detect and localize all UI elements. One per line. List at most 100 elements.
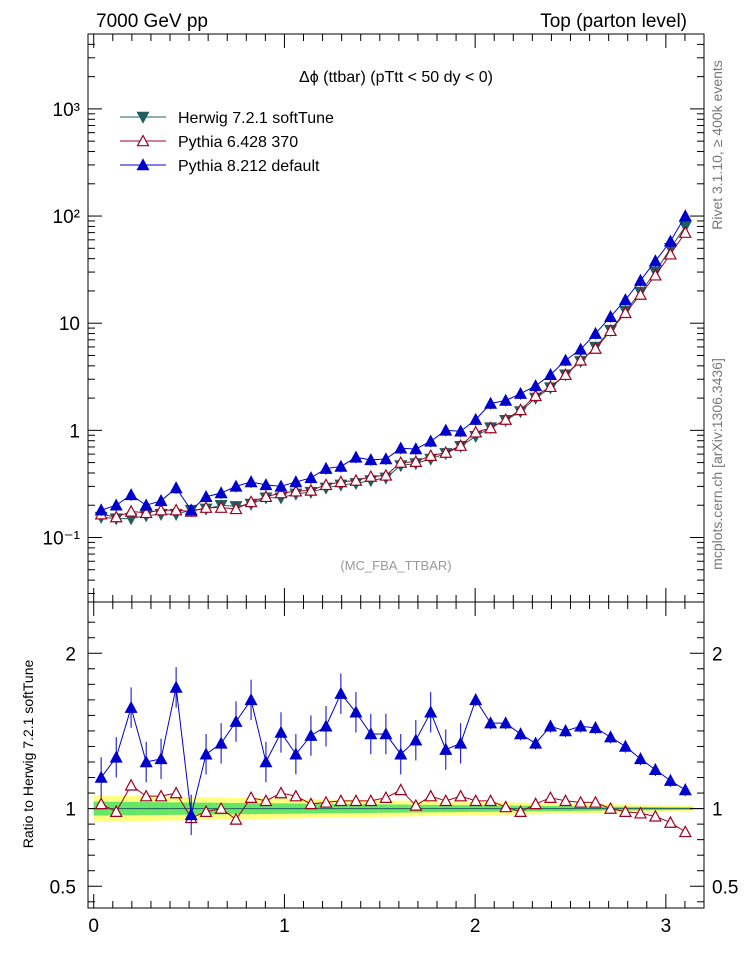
data-point-pythia-8-212-default	[274, 479, 288, 492]
data-point-pythia-8-212-default	[349, 450, 363, 463]
ratio-point-pythia-8-212-default	[454, 736, 468, 749]
data-point-pythia-8-212-default	[244, 475, 258, 488]
y-tick-label: 10	[59, 314, 80, 335]
data-point-pythia-6-428-370	[154, 503, 168, 516]
data-point-pythia-6-428-370	[139, 506, 153, 519]
data-point-pythia-8-212-default	[439, 423, 453, 436]
data-point-pythia-8-212-default	[604, 309, 618, 322]
rivet-label: Rivet 3.1.10, ≥ 400k events	[709, 60, 725, 230]
data-point-pythia-6-428-370	[394, 455, 408, 468]
ratio-point-pythia-6-428-370	[588, 795, 602, 808]
data-point-pythia-6-428-370	[648, 268, 662, 281]
data-point-pythia-6-428-370	[543, 380, 557, 393]
ratio-point-pythia-8-212-default	[139, 755, 153, 768]
series-line-herwig-7-2-1-softtune	[101, 226, 686, 520]
data-point-pythia-8-212-default	[663, 234, 677, 247]
legend-label-pythia-6-428-370: Pythia 6.428 370	[178, 134, 298, 151]
x-tick-label: 2	[470, 916, 481, 937]
data-point-pythia-8-212-default	[574, 342, 588, 355]
ratio-point-pythia-8-212-default	[94, 770, 108, 783]
data-point-pythia-8-212-default	[588, 326, 602, 339]
ratio-point-pythia-8-212-default	[394, 747, 408, 760]
data-point-pythia-6-428-370	[618, 306, 632, 319]
ratio-point-pythia-6-428-370	[364, 794, 378, 807]
ratio-point-pythia-6-428-370	[633, 806, 647, 819]
legend-marker-pythia-6-428-370	[136, 134, 150, 147]
ratio-point-pythia-8-212-default	[604, 730, 618, 743]
data-point-pythia-8-212-default	[124, 488, 138, 501]
ratio-point-pythia-8-212-default	[229, 714, 243, 727]
ratio-panel: 0 1 2 3 0.5 0.5 1 1 2 2	[50, 601, 738, 937]
ratio-point-pythia-6-428-370	[289, 789, 303, 802]
data-point-pythia-6-428-370	[514, 403, 528, 416]
ratio-point-pythia-8-212-default	[439, 742, 453, 755]
ratio-point-pythia-8-212-default	[304, 728, 318, 741]
ratio-point-pythia-6-428-370	[214, 801, 228, 814]
data-point-pythia-8-212-default	[633, 273, 647, 286]
ratio-point-pythia-6-428-370	[244, 790, 258, 803]
ratio-y-tick-label: 2	[65, 644, 76, 665]
ratio-point-pythia-8-212-default	[648, 762, 662, 776]
ratio-point-pythia-8-212-default	[543, 719, 557, 732]
ratio-y-tick-label-right: 1	[712, 800, 723, 821]
data-point-pythia-8-212-default	[94, 503, 108, 516]
data-point-pythia-8-212-default	[529, 379, 543, 392]
ratio-point-pythia-6-428-370	[618, 804, 632, 817]
data-point-pythia-8-212-default	[424, 434, 438, 447]
watermark: (MC_FBA_TTBAR)	[340, 558, 451, 573]
data-point-pythia-8-212-default	[289, 475, 303, 488]
data-point-pythia-8-212-default	[499, 393, 513, 406]
legend-marker-herwig-7-2-1-softtune	[136, 111, 150, 124]
data-point-pythia-8-212-default	[394, 441, 408, 454]
data-point-pythia-6-428-370	[274, 486, 288, 499]
data-point-pythia-8-212-default	[559, 353, 573, 366]
ratio-point-pythia-8-212-default	[259, 755, 273, 768]
data-point-pythia-6-428-370	[229, 502, 243, 515]
ratio-point-pythia-8-212-default	[663, 773, 677, 786]
data-point-pythia-8-212-default	[139, 498, 153, 511]
ratio-point-pythia-8-212-default	[319, 719, 333, 732]
ratio-point-pythia-6-428-370	[94, 797, 108, 810]
ratio-point-pythia-8-212-default	[184, 808, 198, 821]
legend-label-pythia-8-212-default: Pythia 8.212 default	[178, 158, 320, 175]
ratio-point-pythia-8-212-default	[109, 750, 123, 763]
data-point-pythia-6-428-370	[334, 475, 348, 488]
y-tick-label: 10³	[53, 100, 80, 121]
data-point-pythia-8-212-default	[379, 452, 393, 465]
data-point-pythia-6-428-370	[304, 483, 318, 496]
data-point-pythia-6-428-370	[559, 368, 573, 381]
data-point-pythia-6-428-370	[529, 389, 543, 402]
ratio-y-tick-label-right: 0.5	[712, 877, 738, 898]
ratio-point-pythia-6-428-370	[604, 801, 618, 814]
ratio-point-pythia-6-428-370	[379, 790, 393, 803]
data-point-pythia-8-212-default	[259, 478, 273, 491]
data-point-pythia-8-212-default	[469, 412, 483, 425]
data-point-pythia-6-428-370	[379, 468, 393, 481]
data-point-pythia-6-428-370	[633, 287, 647, 300]
ratio-point-pythia-6-428-370	[559, 794, 573, 807]
series-line-pythia-8-212-default	[101, 215, 686, 511]
ratio-line-pythia-6-428-370	[100, 784, 686, 833]
data-point-pythia-8-212-default	[618, 293, 632, 306]
data-point-pythia-8-212-default	[678, 209, 692, 222]
x-tick-label: 1	[279, 916, 290, 937]
ratio-point-pythia-8-212-default	[618, 739, 632, 752]
ratio-point-pythia-8-212-default	[499, 716, 513, 729]
data-point-pythia-8-212-default	[484, 396, 498, 409]
series-line-pythia-6-428-370	[101, 232, 686, 518]
ratio-point-pythia-8-212-default	[424, 705, 438, 718]
ratio-point-pythia-6-428-370	[274, 786, 288, 799]
ratio-point-pythia-6-428-370	[154, 789, 168, 802]
ratio-point-pythia-8-212-default	[409, 733, 423, 746]
data-point-pythia-6-428-370	[259, 489, 273, 503]
y-tick-label: 1	[69, 421, 80, 442]
ratio-point-pythia-8-212-default	[379, 727, 393, 740]
ratio-point-pythia-6-428-370	[439, 794, 453, 807]
y-tick-label: 10²	[53, 207, 80, 228]
ratio-point-pythia-8-212-default	[678, 783, 692, 796]
ratio-point-pythia-6-428-370	[663, 815, 677, 828]
ratio-point-pythia-8-212-default	[349, 705, 363, 718]
data-point-pythia-6-428-370	[469, 425, 483, 438]
data-point-pythia-8-212-default	[543, 368, 557, 381]
ratio-point-pythia-6-428-370	[648, 809, 662, 822]
